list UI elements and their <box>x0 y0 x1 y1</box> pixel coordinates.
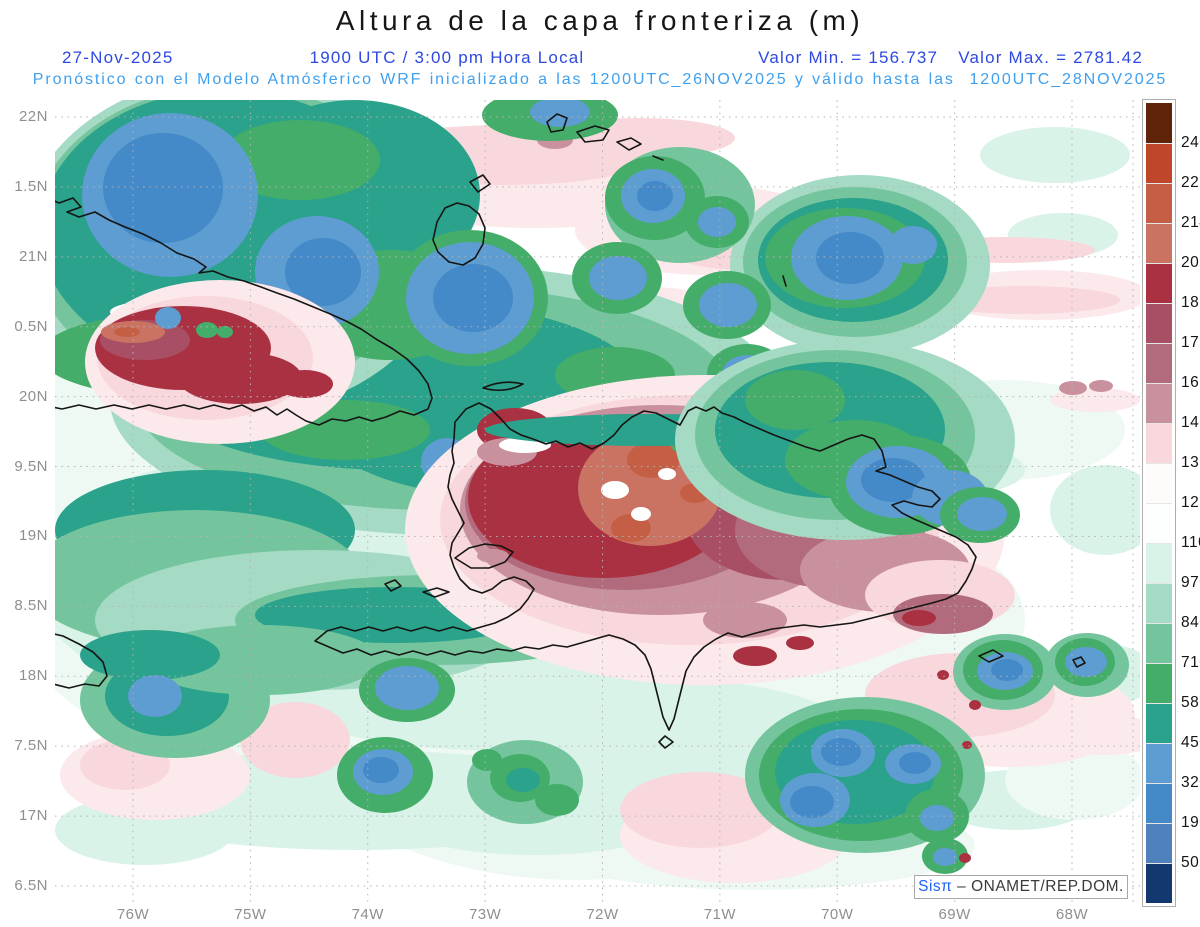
colorbar-segment <box>1146 263 1172 303</box>
colorbar-segment <box>1146 343 1172 383</box>
lon-tick-label: 72W <box>586 906 619 923</box>
colorbar-segment <box>1146 823 1172 863</box>
boundary-layer-height-map <box>0 75 1165 905</box>
colorbar-tick-label: 1230 <box>1181 494 1200 511</box>
tortuga-island <box>482 381 524 392</box>
colorbar-segment <box>1146 463 1172 503</box>
lat-tick-label: 1.5N <box>14 177 48 195</box>
colorbar-segment <box>1146 183 1172 223</box>
cuba-coastline <box>42 195 433 426</box>
lon-tick-label: 68W <box>1055 906 1089 923</box>
lon-tick-label: 70W <box>821 906 854 923</box>
value-max-label: Valor Max. = 2781.42 <box>958 48 1143 67</box>
colorbar-tick-label: 840 <box>1181 614 1200 631</box>
watermark-brand: Sisπ <box>918 878 953 895</box>
colorbar-segment <box>1146 143 1172 183</box>
lon-tick-label: 71W <box>703 906 737 923</box>
colorbar-segment <box>1146 303 1172 343</box>
colorbar-segment <box>1146 503 1172 543</box>
lat-tick-label: 9.5N <box>14 457 48 475</box>
colorbar-tick-label: 1490 <box>1181 414 1200 431</box>
lat-lon-gridlines <box>55 100 1140 905</box>
lat-tick-label: 17N <box>18 807 48 825</box>
field-red-east-cuba <box>85 280 355 444</box>
lon-tick-label: 76W <box>116 906 150 923</box>
header-valid-time: 1900 UTC / 3:00 pm Hora Local <box>309 48 585 67</box>
colorbar-tick-label: 1360 <box>1181 454 1200 471</box>
colorbar-segment <box>1146 663 1172 703</box>
colorbar-tick-label: 450 <box>1181 734 1200 751</box>
great-inagua-island <box>432 202 486 266</box>
lat-tick-label: 20N <box>18 387 48 405</box>
jamaica-coastline <box>44 631 108 689</box>
turks-caicos-islet-1 <box>546 113 568 133</box>
turks-caicos-islet-2 <box>576 125 610 143</box>
colorbar-tick-label: 580 <box>1181 694 1200 711</box>
lat-tick-label: 18N <box>18 667 48 685</box>
colorbar-segment <box>1146 383 1172 423</box>
watermark-text: – ONAMET/REP.DOM. <box>952 878 1124 895</box>
colorbar-tick-label: 2270 <box>1181 174 1200 191</box>
lon-tick-label: 74W <box>351 906 384 923</box>
colorbar-segments <box>1146 103 1172 903</box>
header-date: 27-Nov-2025 <box>62 48 174 67</box>
lon-tick-label: 69W <box>938 906 971 923</box>
map-plot-area <box>0 75 1165 905</box>
colorbar-tick-label: 50 <box>1181 854 1200 871</box>
colorbar-tick-label: 320 <box>1181 774 1200 791</box>
field-small-dots <box>477 549 981 863</box>
colorbar-segment <box>1146 863 1172 903</box>
colorbar-segment <box>1146 423 1172 463</box>
colorbar-tick-label: 1100 <box>1181 534 1200 551</box>
colorbar-segment <box>1146 783 1172 823</box>
field-post-red-greens <box>485 340 1020 543</box>
lat-tick-label: 0.5N <box>14 317 48 335</box>
gonave-island <box>454 543 514 569</box>
header-forecast-line: Pronóstico con el Modelo Atmósferico WRF… <box>32 71 1168 88</box>
colorbar-segment <box>1146 223 1172 263</box>
colorbar-tick-label: 2140 <box>1181 214 1200 231</box>
colorbar-tick-label: 1880 <box>1181 294 1200 311</box>
colorbar-tick-label: 710 <box>1181 654 1200 671</box>
watermark-box: Sisπ – ONAMET/REP.DOM. <box>914 875 1128 899</box>
turks-caicos-islet-4 <box>652 155 664 161</box>
saona-island <box>978 649 1004 663</box>
little-inagua-island <box>469 174 491 193</box>
colorbar-tick-label: 2010 <box>1181 254 1200 271</box>
colorbar <box>1142 99 1176 907</box>
header-minmax: Valor Min. = 156.737 Valor Max. = 2781.42 <box>758 48 1143 68</box>
colorbar-tick-label: 190 <box>1181 814 1200 831</box>
lat-tick-label: 22N <box>18 108 48 125</box>
lat-tick-label: 6.5N <box>14 876 48 894</box>
navassa-islet <box>384 579 402 592</box>
colorbar-tick-label: 1750 <box>1181 334 1200 351</box>
lat-tick-label: 7.5N <box>14 737 48 755</box>
page-title: Altura de la capa fronteriza (m) <box>335 5 865 36</box>
turks-caicos-islet-3 <box>616 137 642 151</box>
coastlines <box>42 113 1086 749</box>
colorbar-tick-label: 970 <box>1181 574 1200 591</box>
value-min-label: Valor Min. = 156.737 <box>758 48 939 67</box>
colorbar-tick-label: 1620 <box>1181 374 1200 391</box>
colorbar-segment <box>1146 103 1172 143</box>
colorbar-segment <box>1146 703 1172 743</box>
lon-tick-label: 75W <box>234 906 267 923</box>
colorbar-segment <box>1146 743 1172 783</box>
colorbar-segment <box>1146 583 1172 623</box>
mona-island <box>1072 656 1086 668</box>
lon-tick-label: 73W <box>468 906 502 923</box>
beata-island <box>658 735 674 749</box>
small-cay-mark <box>782 275 787 287</box>
colorbar-segment <box>1146 543 1172 583</box>
lat-tick-label: 21N <box>18 247 48 265</box>
hispaniola-coastline <box>314 402 977 731</box>
lat-tick-label: 8.5N <box>14 597 48 615</box>
lat-tick-label: 19N <box>18 527 48 545</box>
colorbar-tick-label: 2400 <box>1181 134 1200 151</box>
cayemites-islet <box>422 587 450 598</box>
colorbar-segment <box>1146 623 1172 663</box>
